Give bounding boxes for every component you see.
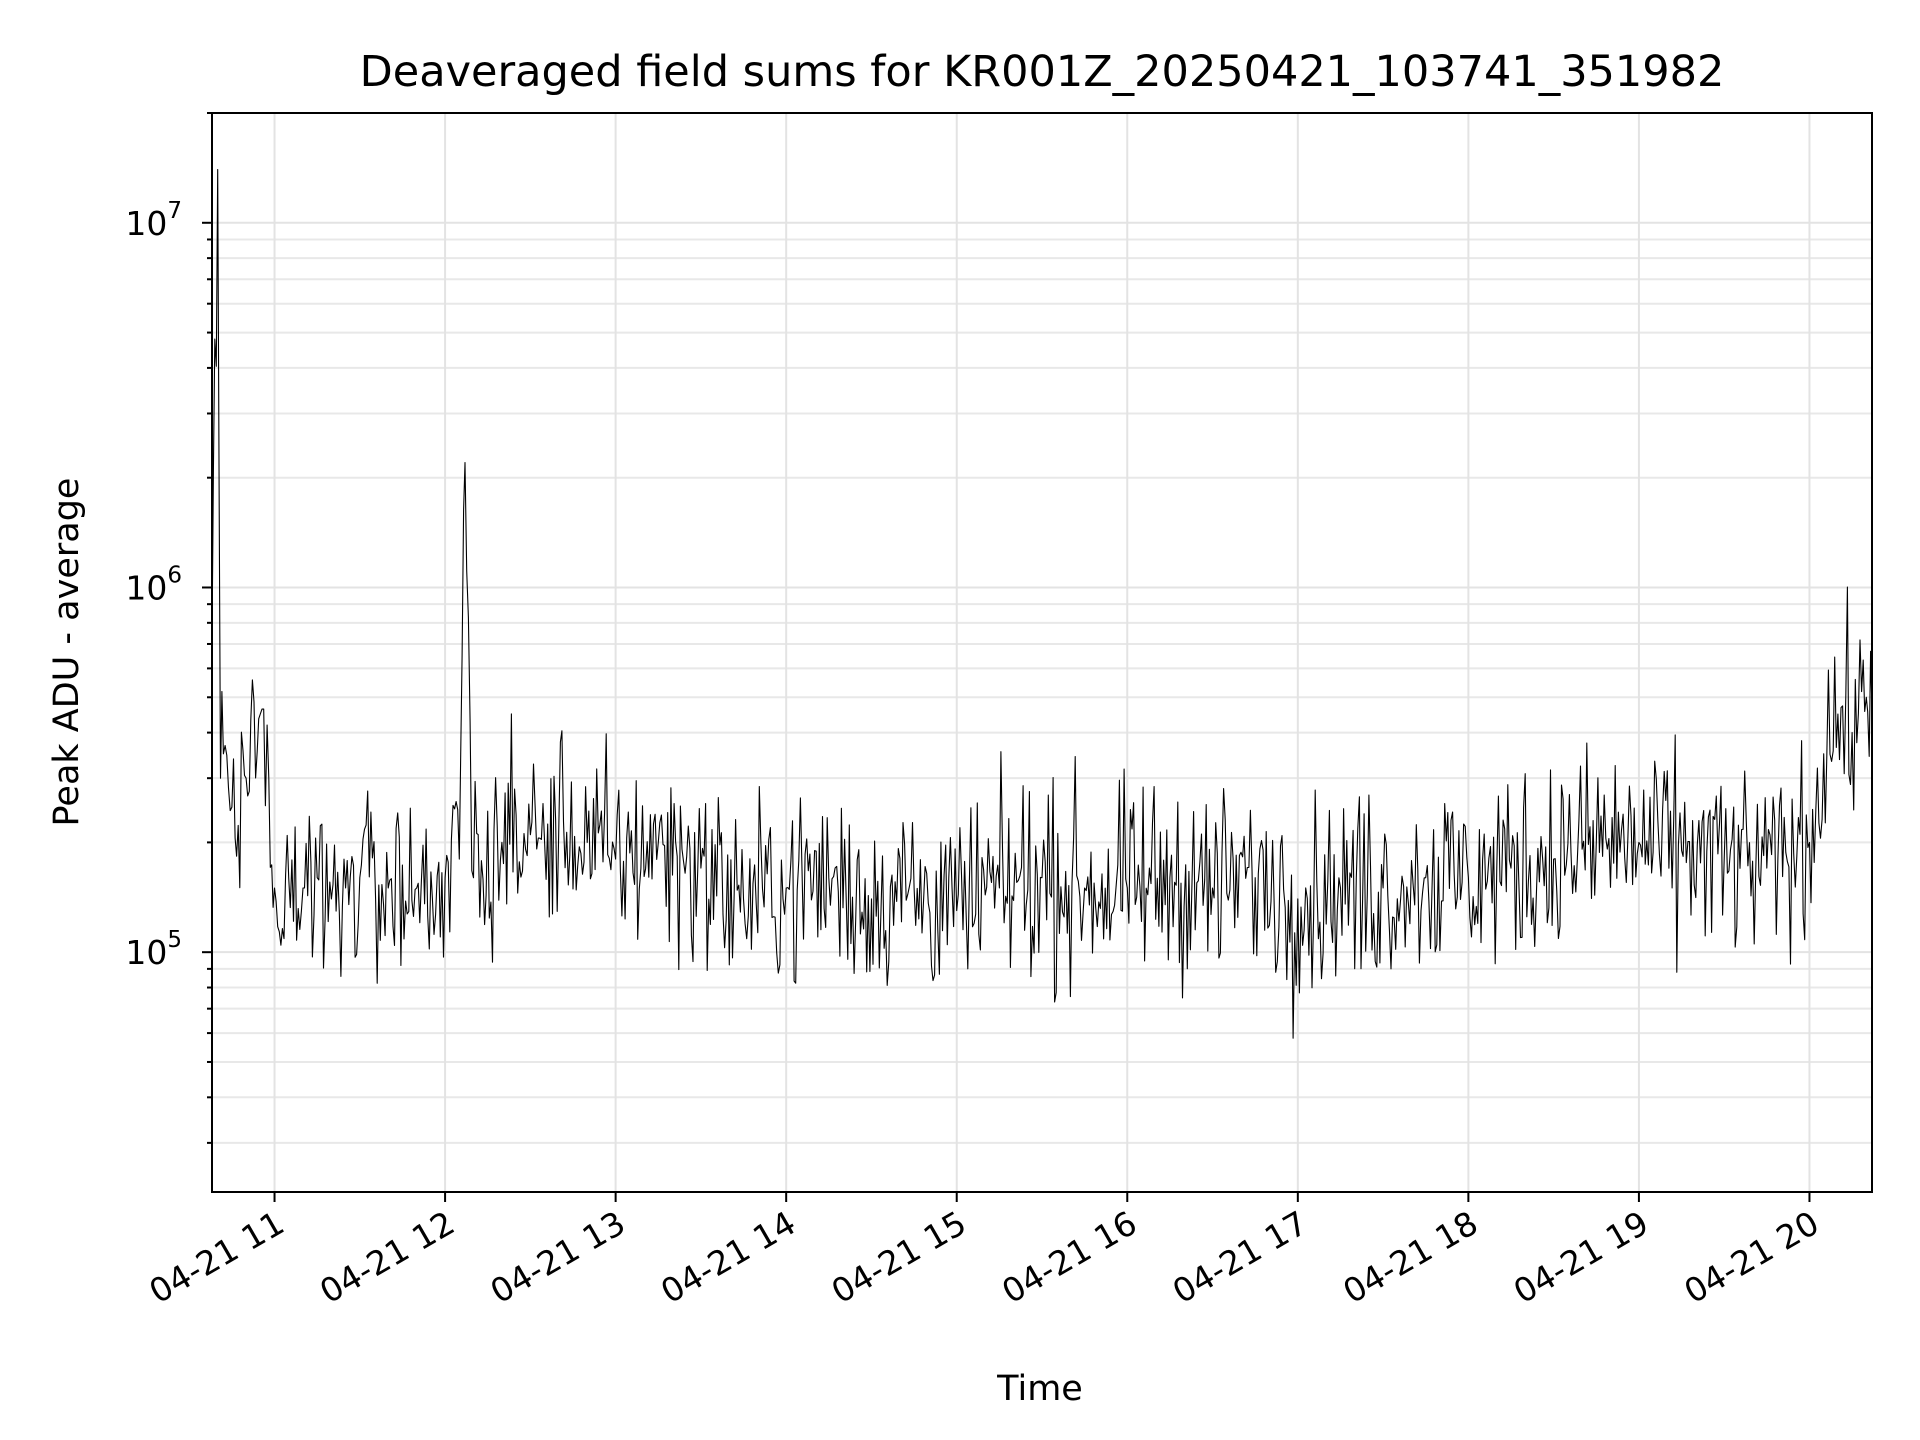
y-axis-label: Peak ADU - average (47, 478, 87, 827)
chart-title: Deaveraged field sums for KR001Z_2025042… (360, 47, 1725, 97)
x-tick-label: 04-21 16 (995, 1203, 1143, 1311)
series-line (211, 168, 1873, 1039)
x-tick-label: 04-21 15 (825, 1203, 973, 1311)
x-tick-label: 04-21 20 (1677, 1203, 1825, 1311)
grid (212, 112, 1872, 1192)
x-axis-ticks: 04-21 11 04-21 12 04-21 13 04-21 14 04-21 15… (143, 1192, 1825, 1311)
x-tick-label: 04-21 17 (1166, 1203, 1314, 1311)
x-tick-label: 04-21 18 (1336, 1203, 1484, 1311)
y-tick-label: 106 (125, 562, 182, 607)
x-tick-label: 04-21 12 (313, 1203, 461, 1311)
x-tick-label: 04-21 13 (484, 1203, 632, 1311)
plot-frame (211, 112, 1873, 1193)
x-tick-label: 04-21 11 (143, 1203, 291, 1311)
y-axis-ticks: 105 106 107 (125, 112, 212, 1144)
x-tick-label: 04-21 19 (1507, 1203, 1655, 1311)
y-tick-label: 107 (125, 198, 182, 243)
y-tick-label: 105 (125, 927, 182, 972)
x-axis-label: Time (996, 1369, 1083, 1409)
x-tick-label: 04-21 14 (654, 1203, 802, 1311)
